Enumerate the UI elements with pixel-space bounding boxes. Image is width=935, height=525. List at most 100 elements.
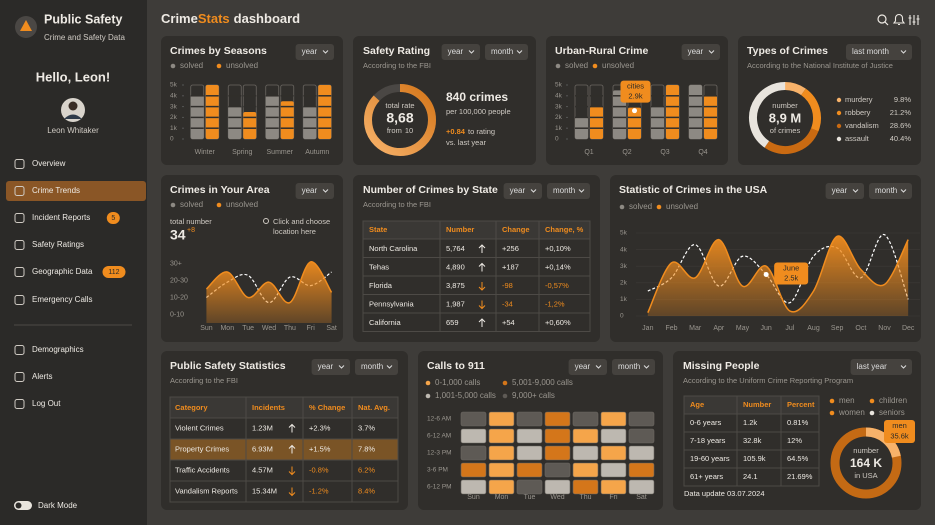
dropdown[interactable] — [825, 183, 864, 199]
dropdown[interactable] — [850, 359, 912, 375]
bell-icon[interactable] — [892, 13, 906, 26]
cell: 105.9k — [743, 454, 766, 463]
heat-cell — [544, 411, 571, 427]
dropdown[interactable] — [846, 44, 912, 60]
search-icon[interactable] — [877, 14, 887, 24]
heat-cell — [628, 411, 655, 427]
card-title: Calls to 911 — [427, 360, 485, 372]
nav-label[interactable]: Incident Reports — [32, 213, 90, 222]
tagline: Crime and Safety Data — [44, 33, 125, 42]
dropdown[interactable] — [485, 44, 528, 60]
dropdown[interactable] — [441, 44, 480, 60]
heat-cell — [628, 428, 655, 444]
nav-label[interactable]: Emergency Calls — [32, 295, 92, 304]
bar — [243, 112, 257, 139]
cell: Property Crimes — [175, 444, 229, 453]
donut-segment — [364, 84, 436, 156]
dropdown[interactable] — [869, 183, 912, 199]
y-tick-label: 5k — [555, 82, 563, 89]
legend-label: solved — [629, 202, 652, 211]
dropdown[interactable] — [311, 359, 350, 375]
x-tick-label: May — [736, 325, 750, 332]
row-label: 6-12 PM — [427, 484, 452, 491]
nav-icon — [14, 267, 25, 277]
x-tick-label: Mar — [689, 325, 702, 332]
bar — [628, 107, 641, 139]
dropdown[interactable] — [503, 183, 542, 199]
nav-label[interactable]: Crime Trends — [32, 186, 80, 195]
legend-dot — [836, 97, 842, 103]
row-label: 12-6 AM — [427, 416, 451, 423]
cell: 24.1 — [743, 472, 758, 481]
nav-label[interactable]: Log Out — [32, 399, 61, 408]
dropdown-label: year — [832, 186, 848, 195]
arrow-down — [288, 487, 296, 497]
nav-label[interactable]: Alerts — [32, 372, 52, 381]
legend-dot — [656, 204, 662, 210]
table-header — [363, 221, 590, 239]
cell: Pennsylvania — [369, 299, 414, 308]
dropdown[interactable] — [568, 359, 607, 375]
cell: 4,890 — [446, 262, 465, 271]
heat-cell — [488, 428, 515, 444]
dropdown[interactable] — [612, 359, 655, 375]
legend-label: solved — [565, 61, 588, 70]
y-tick-label: 0 — [620, 313, 624, 320]
legend-dot — [869, 398, 875, 404]
cell: -0.8% — [309, 465, 329, 474]
table-header — [684, 396, 819, 414]
tooltip-title: cities — [627, 82, 644, 91]
cell: 15.34M — [252, 486, 277, 495]
settings-icon[interactable] — [908, 15, 920, 25]
dropdown[interactable] — [547, 183, 590, 199]
column-header: Number — [446, 225, 474, 234]
dropdown-label: year — [688, 47, 704, 56]
cell: -1,2% — [545, 299, 565, 308]
dropdown-label: month — [491, 47, 513, 56]
arrow-up — [478, 318, 486, 327]
legend-label: 9,000+ calls — [512, 391, 555, 400]
x-tick-label: Mon — [220, 325, 234, 332]
dropdown[interactable] — [295, 44, 334, 60]
donut-value: 8,9 M — [769, 110, 802, 125]
legend-dot — [425, 380, 431, 386]
nav-label[interactable]: Geographic Data — [32, 267, 93, 276]
heat-cell — [460, 479, 487, 495]
y-tick-label: 3k — [555, 103, 563, 110]
nav-label[interactable]: Overview — [32, 159, 66, 168]
location-icon[interactable] — [263, 218, 269, 224]
row-highlight — [170, 439, 398, 460]
legend-dot — [869, 410, 875, 416]
legend-label: murdery — [845, 95, 873, 104]
legend-label: seniors — [879, 408, 905, 417]
x-tick-label: Winter — [195, 149, 216, 156]
card-subtitle: According to the National Institute of J… — [747, 61, 893, 70]
nav-label[interactable]: Safety Ratings — [32, 240, 84, 249]
tooltip — [620, 80, 651, 103]
legend-label: vandalism — [845, 121, 879, 130]
nav-label[interactable]: Demographics — [32, 345, 84, 354]
total-value: 34 — [170, 227, 186, 243]
legend-dot — [425, 393, 431, 399]
cell: +54 — [502, 318, 515, 327]
update-note: Data update 03.07.2024 — [684, 489, 765, 498]
dropdown[interactable] — [295, 183, 334, 199]
heat-cell — [488, 462, 515, 478]
nav-badge — [106, 212, 120, 224]
dropdown[interactable] — [355, 359, 398, 375]
donut-caption: number — [853, 446, 879, 455]
line — [205, 261, 333, 304]
rate-max-prefix: from — [387, 126, 402, 135]
legend-dot — [836, 123, 842, 129]
legend-dot — [829, 410, 835, 416]
cell: -34 — [502, 299, 513, 308]
cell: -1.2% — [309, 486, 329, 495]
legend-label: solved — [180, 200, 203, 209]
area — [647, 236, 909, 316]
legend-dot — [170, 63, 176, 69]
avatar-head — [68, 101, 78, 111]
cell: +1.5% — [309, 444, 331, 453]
dropdown[interactable] — [681, 44, 720, 60]
heat-cell — [600, 428, 627, 444]
nav-icon — [14, 213, 25, 223]
